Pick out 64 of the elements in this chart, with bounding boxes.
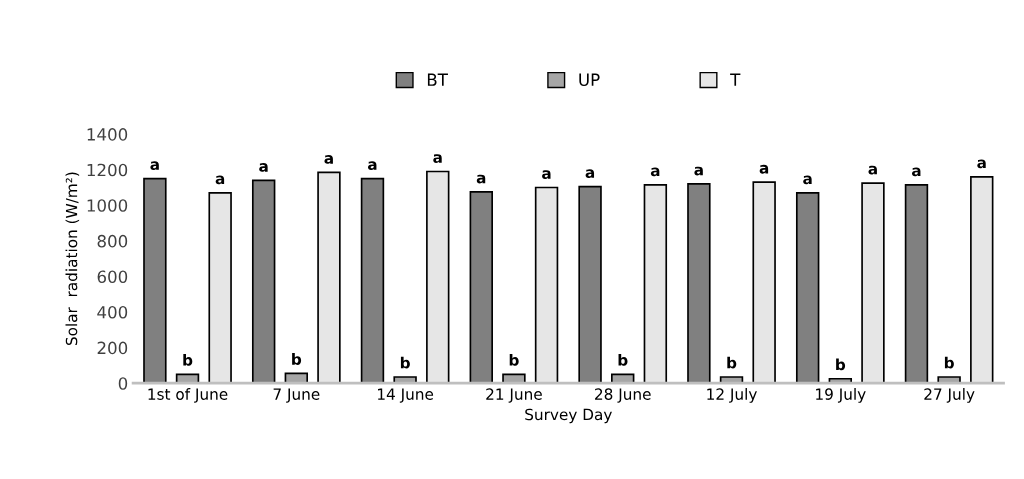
- x-tick-label: 28 June: [595, 388, 651, 403]
- bar: [426, 170, 450, 384]
- data-label: a: [650, 167, 660, 177]
- bar: [502, 373, 526, 384]
- data-label: b: [509, 353, 519, 366]
- data-label: a: [324, 155, 333, 164]
- data-label: a: [803, 175, 812, 185]
- data-label: a: [150, 161, 159, 171]
- data-label: b: [183, 353, 193, 366]
- bar: [904, 183, 929, 384]
- bar: [534, 186, 559, 384]
- y-tick-label: 400: [97, 306, 128, 319]
- data-label: b: [400, 356, 410, 369]
- bar: [251, 179, 276, 384]
- bar: [143, 177, 167, 384]
- y-tick-label: 200: [97, 341, 128, 355]
- y-tick-label: 0: [118, 377, 128, 390]
- y-tick-label: 1000: [87, 199, 128, 212]
- data-label: a: [433, 154, 442, 163]
- x-tick-label: 12 July: [707, 388, 757, 403]
- data-label: a: [759, 164, 769, 174]
- data-label: a: [977, 159, 986, 169]
- data-label: b: [944, 356, 954, 369]
- data-label: a: [476, 174, 486, 184]
- bar: [317, 171, 341, 384]
- y-tick-label: 1200: [87, 163, 128, 177]
- data-label: a: [868, 165, 877, 175]
- y-axis-title: Solar radiation (W/m²): [65, 172, 80, 346]
- x-tick-label: 7 June: [273, 388, 320, 403]
- data-label: b: [292, 353, 302, 365]
- data-label: a: [215, 175, 225, 185]
- y-tick-label: 800: [97, 234, 128, 248]
- y-tick-label: 600: [97, 270, 128, 284]
- bar: [861, 182, 885, 384]
- x-tick-label: 1st of June: [148, 388, 228, 403]
- data-label: b: [618, 353, 628, 366]
- bar: [687, 183, 711, 384]
- bar: [208, 191, 232, 384]
- x-tick-label: 27 July: [924, 388, 975, 403]
- data-label: b: [727, 356, 737, 369]
- data-label: a: [542, 170, 551, 179]
- bar: [469, 191, 493, 384]
- legend-label: UP: [579, 73, 600, 86]
- data-label: a: [694, 166, 703, 176]
- bar: [360, 177, 385, 384]
- bar: [643, 183, 668, 384]
- x-axis-title: Survey Day: [525, 408, 612, 424]
- bar: [578, 185, 602, 384]
- data-label: b: [836, 358, 846, 371]
- legend-label: T: [730, 73, 741, 86]
- legend-label: BT: [427, 73, 448, 86]
- bar: [970, 175, 994, 384]
- bar: [752, 181, 776, 384]
- data-label: a: [585, 169, 595, 179]
- x-tick-label: 21 June: [486, 388, 542, 403]
- data-label: a: [259, 163, 268, 172]
- bar: [175, 373, 200, 384]
- bar: [611, 373, 635, 384]
- x-tick-label: 14 June: [378, 388, 434, 403]
- data-label: a: [367, 161, 377, 171]
- data-label: a: [911, 167, 921, 177]
- y-tick-label: 1400: [87, 128, 128, 141]
- bar: [795, 191, 820, 384]
- x-tick-label: 19 July: [816, 388, 866, 403]
